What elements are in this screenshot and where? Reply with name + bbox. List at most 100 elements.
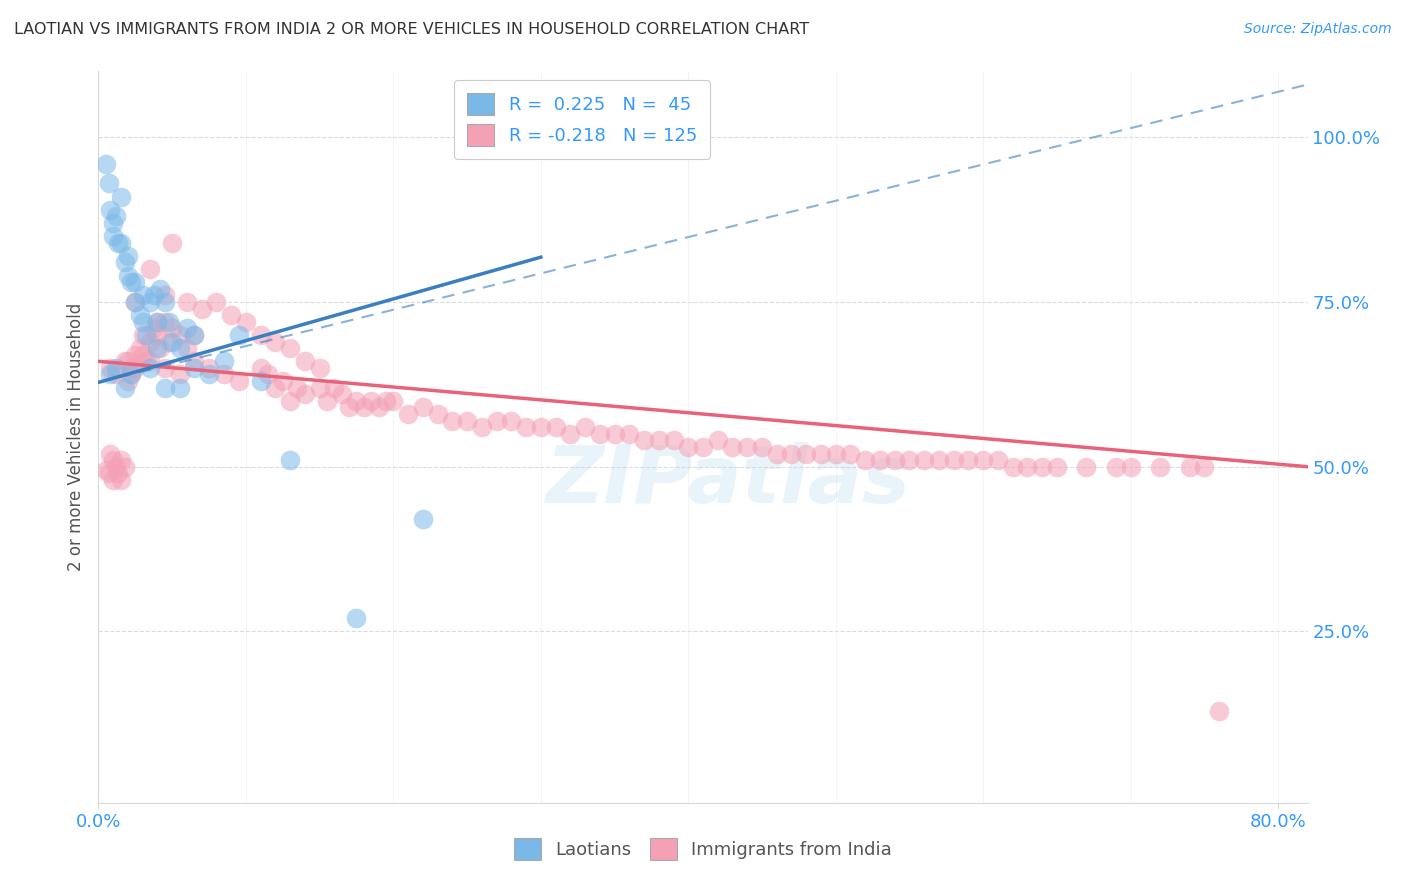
Point (128, 341, 150, 355)
Point (501, 414, 523, 428)
Point (169, 368, 191, 382)
Point (603, 426, 626, 441)
Point (706, 434, 728, 448)
Point (101, 216, 124, 230)
Point (98, 360, 121, 375)
Point (139, 354, 162, 368)
Point (146, 327, 169, 342)
Point (101, 473, 124, 487)
Point (169, 341, 191, 355)
Point (412, 512, 434, 526)
Text: Source: ZipAtlas.com: Source: ZipAtlas.com (1244, 22, 1392, 37)
Point (105, 360, 128, 375)
Point (912, 453, 935, 467)
Point (94, 463, 117, 477)
Point (1046, 459, 1069, 474)
Point (1031, 459, 1053, 474)
Point (110, 189, 132, 203)
Point (278, 393, 301, 408)
Point (810, 446, 832, 460)
Point (662, 434, 685, 448)
Point (169, 381, 191, 395)
Point (183, 327, 205, 342)
Point (330, 387, 353, 401)
Point (139, 295, 162, 310)
Point (323, 381, 346, 395)
Point (316, 393, 339, 408)
Point (264, 381, 287, 395)
Point (176, 321, 198, 335)
Point (219, 308, 242, 322)
Point (957, 453, 980, 467)
Point (287, 381, 309, 395)
Point (780, 446, 803, 460)
Point (1208, 704, 1230, 718)
Point (271, 374, 294, 388)
Point (278, 453, 301, 467)
Point (212, 368, 235, 382)
Point (131, 288, 153, 302)
Point (153, 381, 176, 395)
Point (678, 440, 700, 454)
Point (869, 453, 891, 467)
Point (249, 374, 271, 388)
Point (839, 446, 862, 460)
Point (120, 368, 142, 382)
Point (212, 354, 235, 368)
Point (146, 341, 169, 355)
Point (124, 348, 146, 362)
Point (124, 275, 146, 289)
Point (110, 235, 132, 250)
Point (257, 368, 280, 382)
Point (160, 235, 183, 250)
Point (120, 368, 142, 382)
Point (375, 393, 398, 408)
Point (97, 467, 120, 481)
Point (456, 414, 478, 428)
Point (157, 334, 180, 349)
Point (294, 387, 316, 401)
Point (139, 360, 162, 375)
Point (987, 453, 1010, 467)
Point (128, 308, 150, 322)
Point (264, 334, 287, 349)
Point (149, 341, 172, 355)
Point (143, 321, 166, 335)
Point (198, 368, 221, 382)
Point (135, 327, 157, 342)
Point (228, 374, 250, 388)
Point (107, 235, 129, 250)
Point (426, 407, 449, 421)
Point (853, 453, 876, 467)
Point (346, 611, 368, 625)
Point (107, 467, 129, 481)
Point (1194, 459, 1216, 474)
Point (942, 453, 965, 467)
Point (97, 177, 120, 191)
Point (160, 321, 183, 335)
Point (544, 420, 567, 434)
Point (143, 288, 166, 302)
Point (153, 295, 176, 310)
Point (198, 360, 221, 375)
Point (928, 453, 950, 467)
Point (153, 288, 176, 302)
Point (249, 360, 271, 375)
Point (205, 295, 228, 310)
Point (308, 360, 330, 375)
Point (176, 341, 198, 355)
Point (485, 414, 508, 428)
Point (114, 255, 136, 269)
Point (294, 354, 316, 368)
Point (1149, 459, 1171, 474)
Point (139, 262, 162, 277)
Point (98, 368, 121, 382)
Point (515, 420, 537, 434)
Point (721, 440, 744, 454)
Point (101, 229, 124, 244)
Text: LAOTIAN VS IMMIGRANTS FROM INDIA 2 OR MORE VEHICLES IN HOUSEHOLD CORRELATION CHA: LAOTIAN VS IMMIGRANTS FROM INDIA 2 OR MO… (14, 22, 810, 37)
Point (412, 401, 434, 415)
Point (146, 315, 169, 329)
Point (169, 327, 191, 342)
Point (117, 249, 139, 263)
